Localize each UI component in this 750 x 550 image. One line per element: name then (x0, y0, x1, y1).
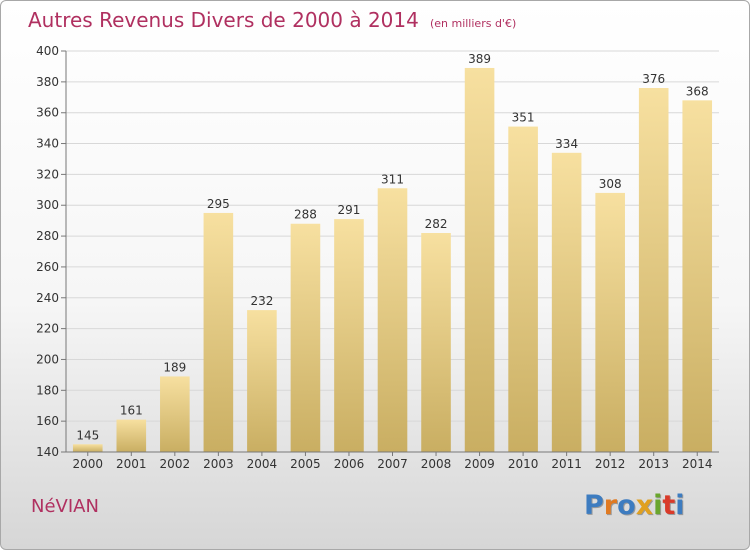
y-tick-label: 260 (36, 260, 59, 274)
x-tick-label: 2006 (334, 457, 365, 471)
data-label: 334 (555, 137, 578, 151)
bar-2008 (421, 232, 451, 452)
bar-2007 (377, 188, 408, 452)
logo-letter: P (584, 490, 604, 521)
x-tick-label: 2002 (160, 457, 191, 471)
data-label: 311 (381, 172, 404, 186)
logo-letter: i (653, 490, 663, 521)
commune-name: NéVIAN (31, 496, 99, 517)
bar-2013 (638, 88, 669, 452)
x-tick-label: 2000 (72, 457, 103, 471)
data-label: 282 (425, 217, 448, 231)
axes: 140 160 180 200 220 240 260 280 300 320 340 360 380 4… (36, 44, 719, 471)
data-label: 295 (207, 197, 230, 211)
x-tick-label: 2012 (595, 457, 626, 471)
x-tick-label: 2014 (682, 457, 713, 471)
y-tick-label: 380 (36, 75, 59, 89)
y-tick-label: 200 (36, 352, 59, 366)
x-tick-label: 2009 (464, 457, 495, 471)
data-label: 145 (76, 428, 99, 442)
bar-2005 (290, 223, 321, 452)
data-label: 389 (468, 52, 491, 66)
y-tick-label: 280 (36, 229, 59, 243)
x-tick-label: 2007 (377, 457, 408, 471)
bar-2003 (203, 212, 234, 452)
y-tick-label: 240 (36, 291, 59, 305)
x-tick-label: 2011 (551, 457, 582, 471)
y-tick-label: 360 (36, 106, 59, 120)
bar-2012 (595, 192, 625, 452)
logo-letter: x (635, 490, 654, 521)
proxiti-logo: Proxiti (584, 490, 685, 521)
data-label: 161 (120, 404, 143, 418)
data-label: 351 (512, 111, 535, 125)
data-label: 291 (338, 203, 361, 217)
chart-subtitle: (en milliers d'€) (429, 17, 517, 30)
chart-title: Autres Revenus Divers de 2000 à 2014 (28, 8, 419, 32)
data-label: 368 (686, 84, 709, 98)
data-label: 232 (250, 294, 273, 308)
bar-2002 (160, 376, 190, 452)
y-tick-label: 180 (36, 383, 59, 397)
bar-2001 (116, 419, 147, 452)
logo-letter: t (662, 490, 676, 521)
y-tick-label: 340 (36, 137, 59, 151)
y-tick-label: 400 (36, 44, 59, 58)
title-row: Autres Revenus Divers de 2000 à 2014 (en… (28, 8, 516, 32)
data-label: 308 (599, 177, 622, 191)
data-label: 288 (294, 208, 317, 222)
x-tick-label: 2004 (247, 457, 278, 471)
x-tick-label: 2013 (638, 457, 669, 471)
y-tick-label: 320 (36, 167, 59, 181)
x-tick-label: 2005 (290, 457, 321, 471)
y-tick-label: 140 (36, 445, 59, 459)
bar-2000 (72, 444, 103, 452)
y-tick-label: 220 (36, 322, 59, 336)
bar-2011 (551, 152, 582, 453)
bar-2010 (508, 126, 538, 453)
x-tick-label: 2001 (116, 457, 147, 471)
bar-2009 (464, 67, 495, 452)
x-tick-label: 2010 (508, 457, 539, 471)
y-tick-label: 300 (36, 198, 59, 212)
x-tick-label: 2008 (421, 457, 452, 471)
y-tick-label: 160 (36, 414, 59, 428)
data-label: 376 (642, 72, 665, 86)
x-tick-label: 2003 (203, 457, 234, 471)
logo-letter: i (675, 490, 685, 521)
data-label: 189 (163, 360, 186, 374)
bar-2004 (247, 310, 277, 452)
logo-letter: o (617, 490, 636, 521)
bar-2006 (334, 219, 364, 452)
bar-2014 (682, 100, 713, 452)
logo-letter: r (603, 490, 618, 521)
bars: 145 161 189 295 232 288 291 311 282 389 351 334 308 3… (72, 52, 713, 453)
